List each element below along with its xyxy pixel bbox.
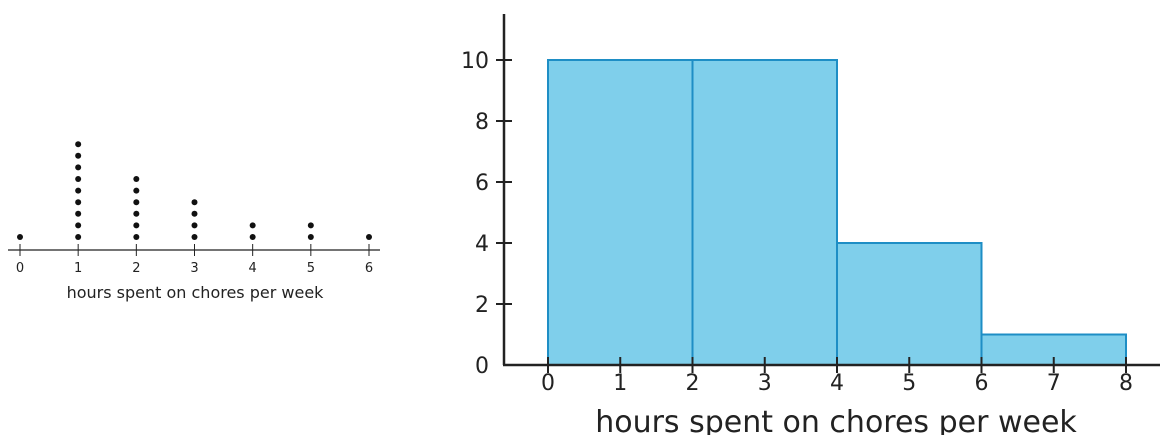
histogram-x-tick-label: 8 [1119,371,1133,396]
histogram-x-tick-label: 4 [830,371,844,396]
dot-plot-tick-label: 0 [16,261,24,276]
dot-plot-dot [75,234,82,240]
histogram-y-tick-label: 8 [475,110,489,135]
histogram-x-tick-label: 7 [1047,371,1061,396]
dot-plot-dot [75,222,82,229]
histogram-bar [547,59,694,366]
dot-plot-ticks: 0 1 2 3 4 5 6 [16,244,373,276]
dot-plot-dot [75,210,82,217]
dot-plot-dot [75,152,82,159]
histogram-y-tick-label: 6 [475,171,489,196]
dot-plot-tick-label: 1 [74,261,82,276]
histogram-y-tick-label: 0 [475,354,489,379]
dot-plot-dot [75,187,82,194]
histogram: 0 2 4 6 8 10 0 1 2 3 4 5 6 7 8 hours spent on chores … [461,14,1160,435]
dot-plot: 0 1 2 3 4 5 6 hours spent on chores per week [8,141,380,302]
histogram-y-tick-label: 2 [475,293,489,318]
dot-plot-dot [249,234,256,240]
histogram-x-tick-label: 6 [975,371,989,396]
dot-plot-tick-label: 5 [307,261,315,276]
dot-plot-dot [191,210,198,217]
dot-plot-tick-label: 3 [190,261,198,276]
dot-plot-dot [133,234,140,240]
dot-plot-tick-label: 4 [249,261,257,276]
dot-plot-dot [249,222,256,229]
dot-plot-dot [133,222,140,229]
dot-plot-dot [75,176,82,182]
dot-plot-dot [191,222,198,229]
histogram-x-tick-label: 1 [613,371,627,396]
dot-plot-dot [133,176,140,182]
histogram-y-ticks: 0 2 4 6 8 10 [461,49,512,379]
dot-plot-tick-label: 2 [132,261,140,276]
dot-plot-dot [75,199,82,206]
histogram-bars [547,59,1127,366]
histogram-bar [836,242,983,366]
histogram-x-tick-label: 5 [902,371,916,396]
histogram-x-tick-label: 0 [541,371,555,396]
histogram-x-axis-label: hours spent on chores per week [595,405,1077,435]
histogram-x-tick-label: 2 [686,371,700,396]
dot-plot-dot [307,222,314,229]
dot-plot-dot [17,234,23,240]
histogram-y-tick-label: 4 [475,232,489,257]
dot-plot-dots [17,141,372,240]
histogram-x-ticks: 0 1 2 3 4 5 6 7 8 [541,357,1133,396]
dot-plot-dot [75,141,82,148]
dot-plot-dot [133,187,140,194]
dot-plot-dot [307,234,314,240]
dot-plot-x-axis-label: hours spent on chores per week [67,283,325,302]
dot-plot-dot [75,164,82,171]
histogram-x-tick-label: 3 [758,371,772,396]
dot-plot-tick-label: 6 [365,261,373,276]
dot-plot-dot [366,234,372,240]
dot-plot-dot [133,210,140,217]
histogram-y-tick-label: 10 [461,49,489,74]
histogram-bar [691,59,838,366]
dot-plot-dot [133,199,140,206]
dot-plot-dot [191,199,198,206]
dot-plot-dot [191,234,198,240]
